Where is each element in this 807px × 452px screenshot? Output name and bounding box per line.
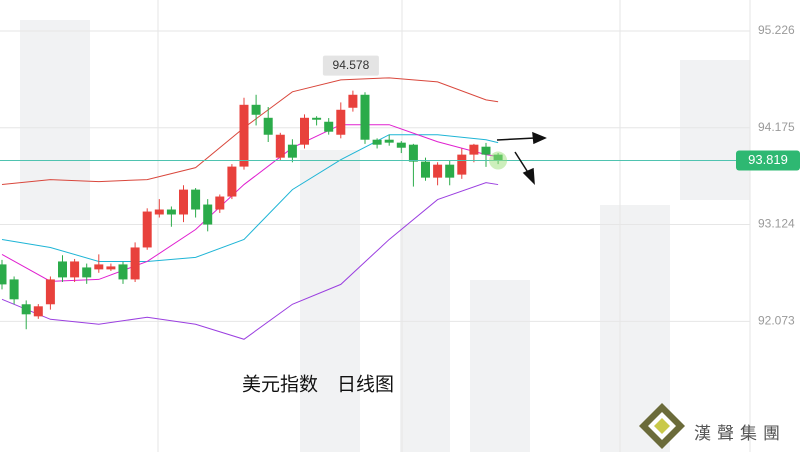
candle-body — [118, 264, 128, 280]
candle-body — [445, 164, 455, 178]
logo — [639, 403, 685, 449]
candle-body — [33, 306, 43, 317]
indicator-line — [1, 182, 499, 340]
caption: 美元指数 日线图 — [242, 374, 394, 396]
background-buildings — [20, 20, 750, 452]
candle-body — [421, 161, 430, 178]
candle-body — [0, 264, 7, 285]
candle-body — [263, 117, 273, 135]
candle-body — [203, 204, 213, 225]
indicator-line — [1, 124, 499, 282]
last-price-glow — [489, 151, 508, 170]
y-tick-label: 92.073 — [758, 313, 795, 327]
candle-body — [106, 266, 116, 270]
candle-body — [215, 196, 225, 210]
candle-body — [179, 189, 188, 215]
candle-body — [336, 109, 346, 135]
candle-body — [45, 279, 55, 305]
candle-body — [300, 117, 309, 145]
candle-body — [396, 142, 406, 148]
candle-body — [408, 144, 418, 162]
max-label-box — [322, 55, 379, 76]
candle-body — [58, 261, 67, 278]
candle-body — [372, 139, 382, 145]
candle-body — [130, 247, 140, 280]
y-tick-label: 94.175 — [758, 120, 795, 134]
candle-body — [82, 267, 92, 278]
candle-body — [21, 304, 31, 315]
candle-body — [384, 139, 394, 143]
candle-body — [227, 166, 237, 197]
max-label: 94.578 — [333, 58, 370, 72]
candle-body — [457, 154, 467, 175]
candle-body — [433, 164, 443, 178]
candle-body — [275, 134, 285, 158]
watermark: 漢聲集團 — [694, 424, 786, 444]
last-price-box — [736, 150, 800, 171]
candle-body — [154, 209, 164, 215]
candle-body — [481, 146, 491, 155]
y-tick-label: 93.124 — [758, 217, 795, 231]
candle-body — [239, 104, 249, 167]
last-price-label: 93.819 — [748, 152, 788, 167]
candle-body — [251, 104, 261, 115]
candle-body — [312, 117, 322, 120]
candle-body — [94, 264, 104, 270]
candle-body — [324, 121, 334, 132]
candle-body — [360, 94, 370, 140]
candle-body — [348, 94, 358, 108]
candle-body — [469, 144, 479, 155]
arrows — [496, 131, 547, 185]
candle-body — [9, 279, 19, 300]
candle-body — [191, 189, 201, 210]
candle-body — [70, 261, 80, 278]
y-tick-label: 95.226 — [758, 23, 795, 37]
plot: 95.226 94.175 93.124 92.073 93.819 94.578 — [0, 23, 800, 340]
candle-body — [142, 211, 152, 248]
indicator-line — [1, 134, 499, 262]
candle-body — [166, 209, 176, 215]
candle-body — [287, 144, 297, 158]
